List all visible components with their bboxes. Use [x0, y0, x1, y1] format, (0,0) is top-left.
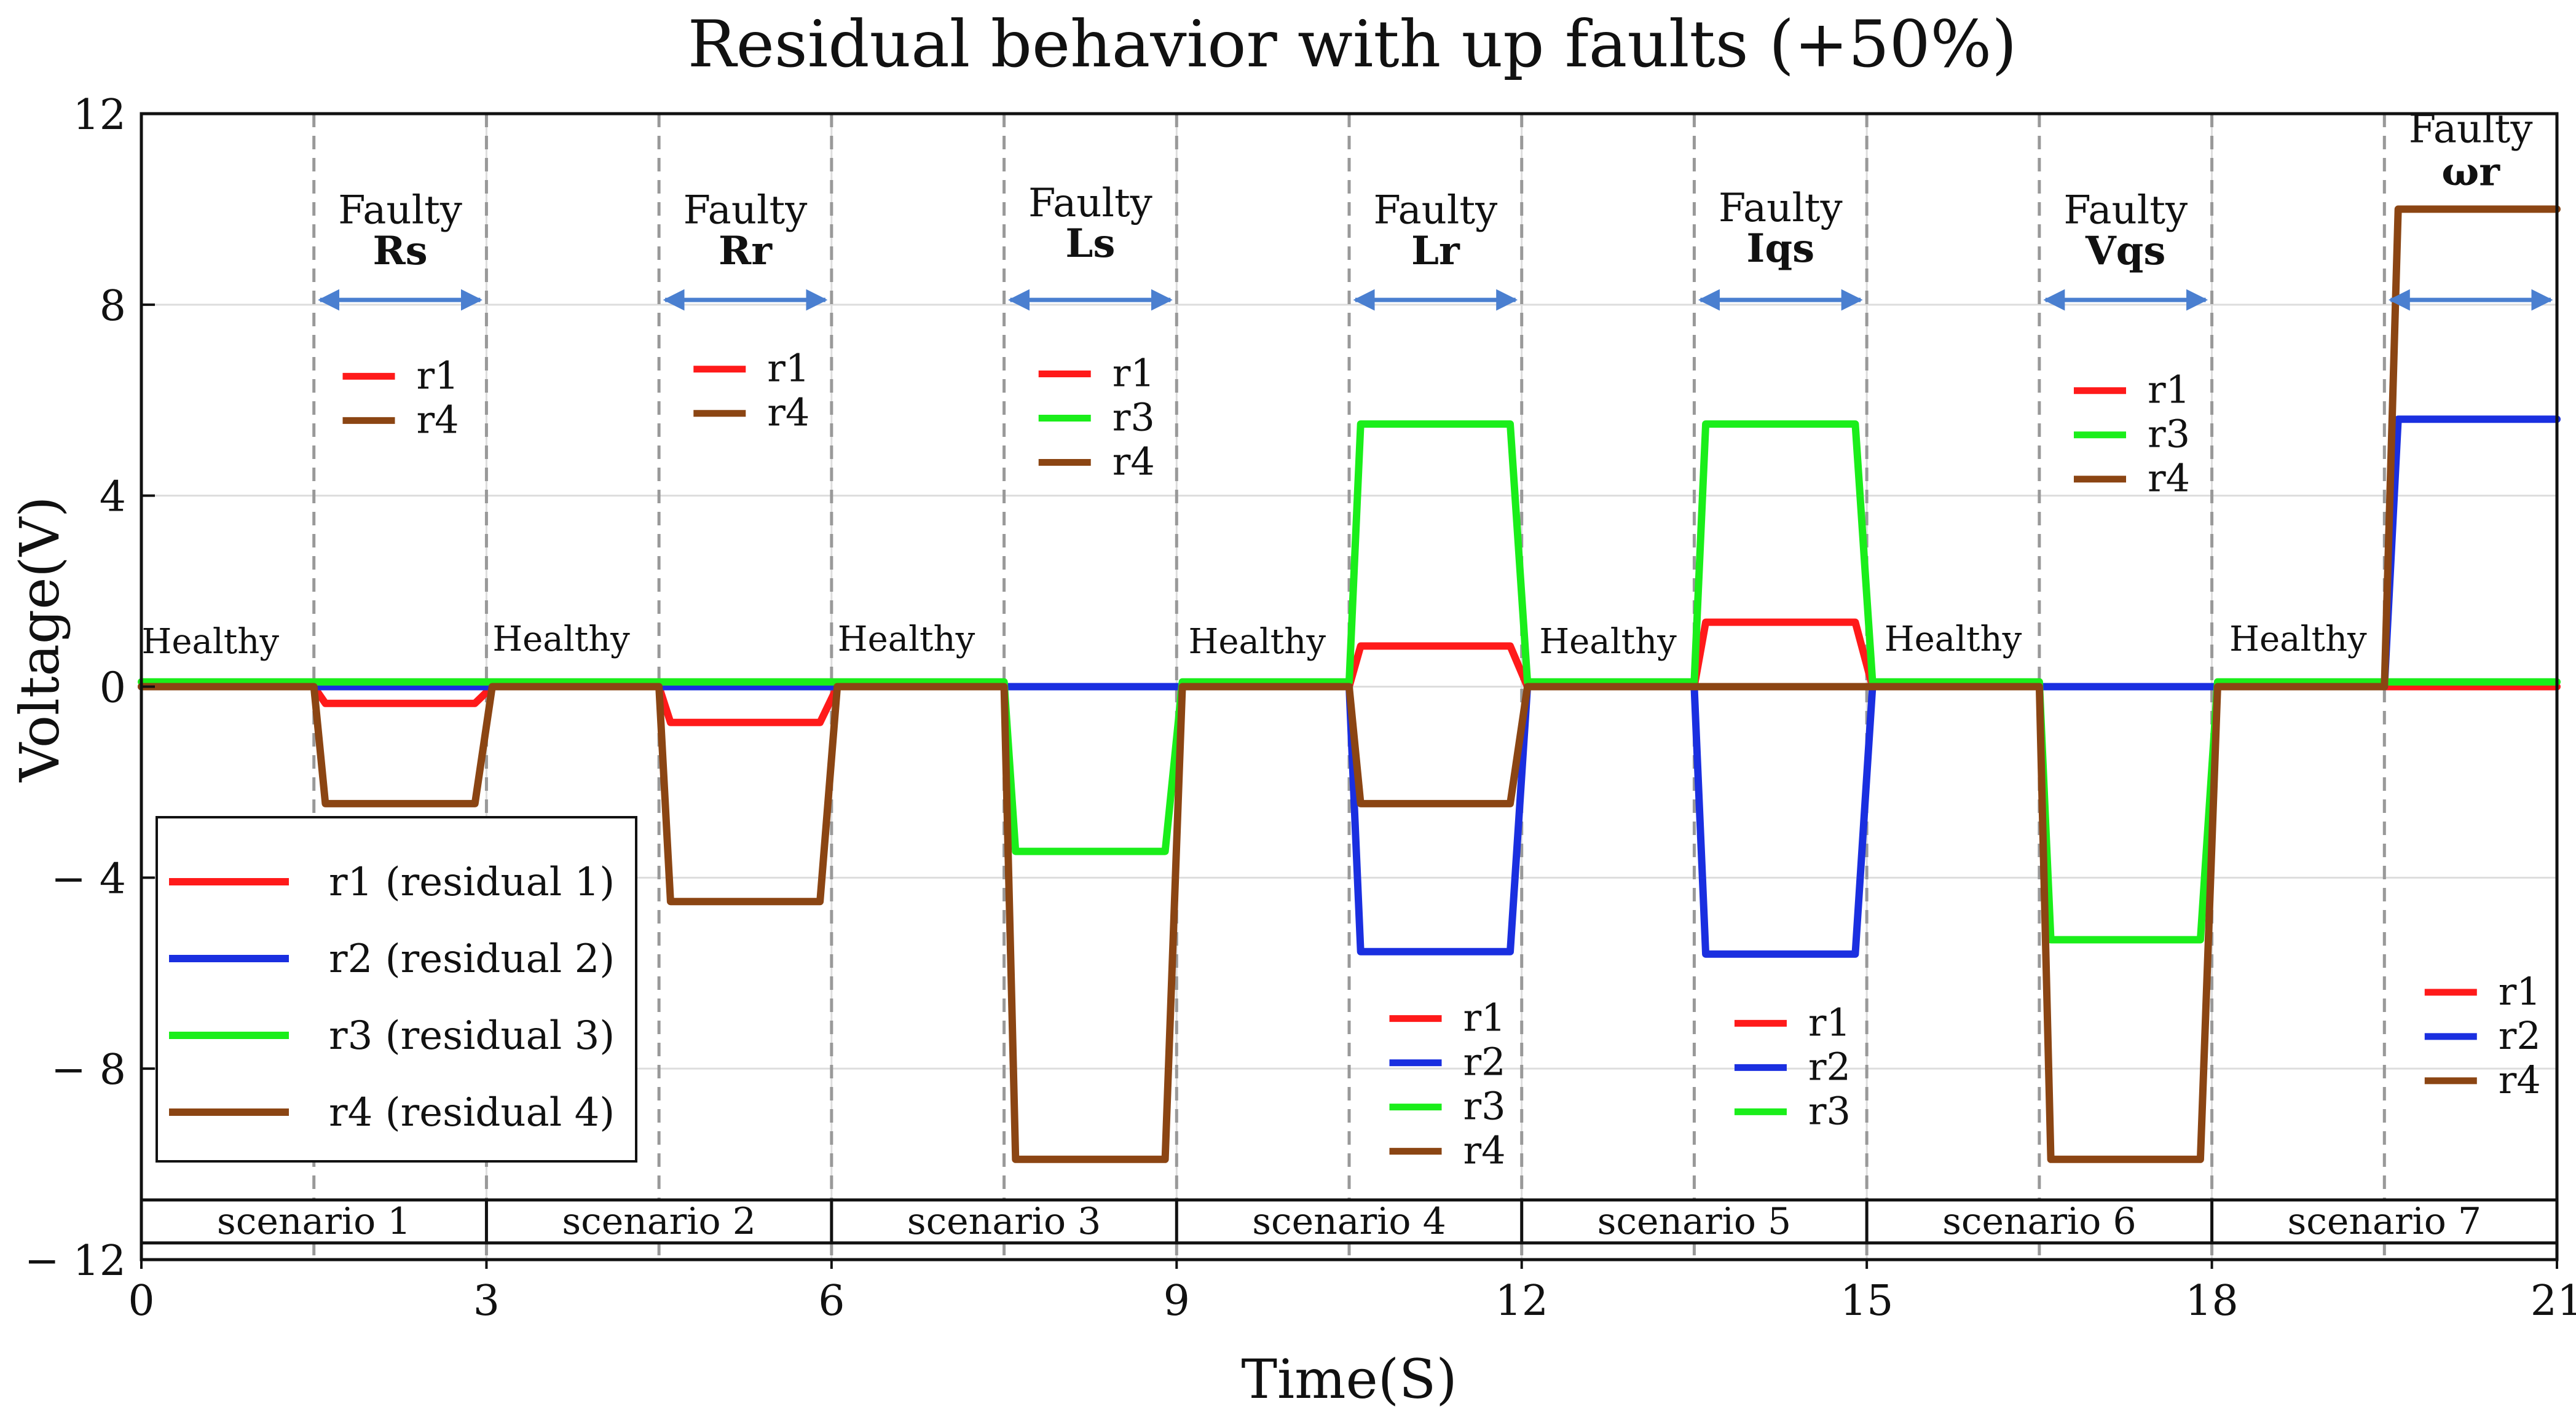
- x-tick-label: 0: [128, 1277, 154, 1325]
- healthy-label: Healthy: [1539, 622, 1677, 662]
- healthy-label: Healthy: [838, 619, 975, 659]
- healthy-label: Healthy: [492, 619, 630, 659]
- fault-label: Faulty: [338, 188, 462, 233]
- scenario-label: scenario 4: [1252, 1200, 1446, 1243]
- x-tick-label: 15: [1840, 1277, 1894, 1325]
- scenario-label: scenario 6: [1942, 1200, 2137, 1243]
- series-line-r4: [138, 205, 2561, 1163]
- y-tick-label: − 8: [51, 1046, 126, 1094]
- fault-label: Faulty: [2063, 188, 2188, 233]
- fault-parameter-label: Ls: [1065, 221, 1115, 267]
- x-tick-label: 6: [818, 1277, 845, 1325]
- scenario-label: scenario 3: [907, 1200, 1101, 1243]
- scenario-label: scenario 2: [562, 1200, 756, 1243]
- fault-label: Faulty: [683, 188, 808, 233]
- scenario-label: scenario 7: [2288, 1200, 2482, 1243]
- fault-label: Faulty: [1028, 181, 1152, 226]
- healthy-label: Healthy: [2229, 619, 2367, 659]
- annotation-layer: Healthy Healthy Healthy Healthy Healthy Healt…: [142, 107, 2553, 1173]
- x-tick-label: 12: [1495, 1277, 1548, 1325]
- y-tick-label: − 4: [51, 855, 126, 903]
- legend: r1 (residual 1) r2 (residual 2) r3 (residu…: [156, 816, 637, 1163]
- key-label-r3: r3: [1808, 1088, 1851, 1133]
- key-label-r1: r1: [1808, 1000, 1851, 1045]
- x-tick-label: 3: [473, 1277, 500, 1325]
- x-tick-label: 9: [1164, 1277, 1190, 1325]
- key-label-r4: r4: [2148, 456, 2190, 501]
- legend-label-r4: r4 (residual 4): [329, 1090, 615, 1136]
- legend-label-r1: r1 (residual 1): [329, 860, 615, 905]
- key-label-r2: r2: [1808, 1044, 1851, 1089]
- key-label-r1: r1: [2148, 367, 2190, 412]
- y-tick-label: 4: [100, 473, 126, 522]
- fault-parameter-label: Rr: [719, 228, 773, 274]
- key-label-r1: r1: [2499, 969, 2541, 1014]
- y-tick-label: 12: [73, 91, 126, 139]
- series-layer: [138, 205, 2561, 1163]
- legend-box: [156, 816, 637, 1163]
- scenario-band-frame: [140, 1198, 2559, 1245]
- x-tick-label: 21: [2531, 1277, 2576, 1325]
- scenario-band: scenario 1 scenario 2 scenario 3 scenario 4…: [140, 1198, 2559, 1245]
- key-label-r3: r3: [1113, 395, 1155, 440]
- key-label-r4: r4: [1113, 439, 1155, 484]
- legend-label-r3: r3 (residual 3): [329, 1013, 615, 1059]
- key-label-r1: r1: [1463, 995, 1506, 1040]
- fault-parameter-label: Lr: [1411, 228, 1460, 274]
- key-label-r4: r4: [767, 390, 809, 435]
- chart-title: Residual behavior with up faults (+50%): [688, 7, 2017, 82]
- key-label-r1: r1: [417, 353, 459, 398]
- key-label-r1: r1: [1113, 351, 1155, 396]
- fault-parameter-label: Iqs: [1746, 226, 1814, 272]
- healthy-label: Healthy: [1189, 622, 1326, 662]
- fault-parameter-label: ωr: [2441, 149, 2500, 195]
- y-tick-label: 0: [100, 664, 126, 713]
- x-axis-label: Time(S): [1241, 1348, 1457, 1411]
- key-label-r4: r4: [1463, 1128, 1506, 1173]
- scenario-label: scenario 1: [217, 1200, 411, 1243]
- fault-parameter-label: Rs: [372, 228, 427, 274]
- healthy-label: Healthy: [142, 622, 280, 662]
- fault-label: Faulty: [1719, 186, 1843, 231]
- legend-label-r2: r2 (residual 2): [329, 936, 615, 982]
- key-label-r3: r3: [2148, 412, 2190, 457]
- scenario-label: scenario 5: [1597, 1200, 1792, 1243]
- key-label-r2: r2: [2499, 1013, 2541, 1058]
- key-label-r1: r1: [767, 346, 809, 391]
- series-line-r3: [138, 420, 2561, 944]
- healthy-label: Healthy: [1885, 619, 2022, 659]
- key-label-r4: r4: [2499, 1057, 2541, 1102]
- x-tick-label: 18: [2185, 1277, 2239, 1325]
- fault-label: Faulty: [1373, 188, 1497, 233]
- fault-parameter-label: Vqs: [2085, 228, 2165, 274]
- key-label-r3: r3: [1463, 1084, 1506, 1129]
- y-tick-label: − 12: [25, 1237, 126, 1285]
- y-axis-label: Voltage(V): [8, 496, 71, 782]
- y-tick-label: 8: [100, 282, 126, 331]
- key-label-r4: r4: [417, 397, 459, 442]
- key-label-r2: r2: [1463, 1040, 1506, 1085]
